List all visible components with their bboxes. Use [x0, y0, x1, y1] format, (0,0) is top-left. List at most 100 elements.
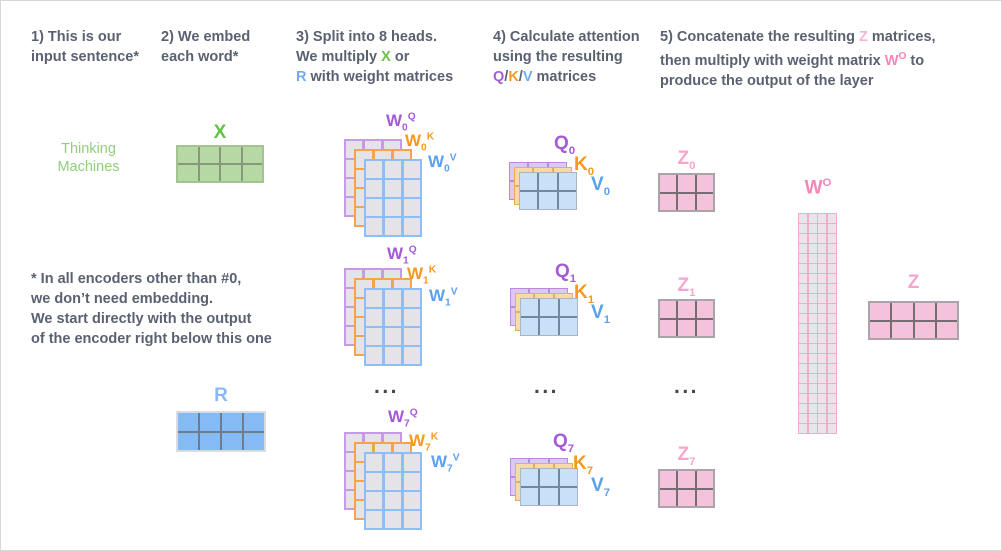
w7v-matrix: [364, 452, 422, 530]
matrix-cell: [827, 404, 836, 413]
matrix-cell: [914, 303, 935, 320]
matrix-cell: [827, 334, 836, 343]
matrix-cell: [678, 193, 695, 210]
matrix-cell: [799, 264, 808, 273]
matrix-cell: [521, 487, 539, 505]
matrix-cell: [384, 180, 402, 197]
matrix-cell: [403, 492, 420, 509]
step-colored-term: O: [898, 51, 907, 62]
matrix-cell: [799, 304, 808, 313]
matrix-cell: [818, 424, 827, 433]
matrix-cell: [818, 344, 827, 353]
matrix-cell: [660, 471, 677, 488]
matrix-cell: [808, 264, 817, 273]
matrix-cell: [818, 274, 827, 283]
matrix-cell: [696, 471, 713, 488]
matrix-cell: [558, 173, 576, 191]
matrix-cell: [678, 175, 695, 192]
matrix-cell: [799, 344, 808, 353]
matrix-cell: [818, 374, 827, 383]
matrix-cell: [799, 314, 808, 323]
v0-label: V0: [591, 174, 611, 198]
matrix-cell: [827, 424, 836, 433]
step-text-segment: 1) This is our: [31, 29, 122, 45]
matrix-cell: [808, 374, 817, 383]
matrix-cell: [892, 303, 913, 320]
matrix-cell: [808, 424, 817, 433]
matrix-cell: [808, 254, 817, 263]
matrix-cell: [808, 244, 817, 253]
z1-label: Z1: [677, 275, 696, 299]
w7q-label: W7Q: [388, 407, 418, 430]
matrix-cell: [799, 404, 808, 413]
matrix-cell: [384, 161, 402, 178]
matrix-cell: [818, 384, 827, 393]
matrix-cell: [936, 321, 957, 338]
matrix-cell: [818, 214, 827, 223]
matrix-cell: [559, 469, 577, 487]
step-colored-term: W: [884, 52, 899, 69]
matrix-cell: [384, 328, 402, 345]
matrix-cell: [403, 290, 420, 307]
step-colored-term: V: [522, 69, 533, 85]
ellipsis-qkv-column: ...: [534, 375, 560, 398]
matrix-cell: [540, 299, 558, 317]
matrix-cell: [799, 214, 808, 223]
matrix-cell: [559, 317, 577, 335]
matrix-cell: [818, 324, 827, 333]
k1-label: K1: [574, 282, 595, 306]
matrix-cell: [222, 432, 242, 450]
w1v-label: W1V: [429, 286, 458, 309]
matrix-cell: [366, 218, 383, 235]
matrix-cell: [818, 234, 827, 243]
matrix-cell: [827, 224, 836, 233]
z7-matrix: [658, 469, 715, 508]
matrix-cell: [827, 314, 836, 323]
matrix-cell: [827, 364, 836, 373]
matrix-cell: [520, 173, 538, 191]
matrix-cell: [403, 454, 420, 471]
matrix-cell: [799, 324, 808, 333]
matrix-cell: [818, 304, 827, 313]
matrix-cell: [799, 224, 808, 233]
matrix-cell: [559, 487, 577, 505]
step-text-segment: then multiply with weight matrix: [660, 52, 885, 69]
step-colored-term: X: [381, 49, 391, 65]
matrix-cell: [808, 304, 817, 313]
matrix-cell: [818, 224, 827, 233]
step-text-segment: 4) Calculate attention: [493, 29, 640, 45]
w0v-label: W0V: [428, 152, 457, 175]
matrix-cell: [660, 175, 677, 192]
matrix-cell: [696, 319, 713, 336]
matrix-cell: [808, 334, 817, 343]
matrix-cell: [808, 214, 817, 223]
matrix-cell: [696, 175, 713, 192]
matrix-cell: [808, 404, 817, 413]
step-2-text: 2) We embed each word*: [161, 27, 250, 67]
r-matrix-label: R: [214, 385, 228, 406]
matrix-cell: [403, 309, 420, 326]
matrix-cell: [818, 314, 827, 323]
matrix-cell: [827, 354, 836, 363]
matrix-cell: [403, 218, 420, 235]
matrix-cell: [808, 284, 817, 293]
step-4-text: 4) Calculate attention using the resultin…: [493, 27, 640, 87]
step-text-segment: each word*: [161, 49, 239, 65]
matrix-cell: [818, 264, 827, 273]
step-colored-term: Q: [493, 69, 505, 85]
matrix-cell: [808, 354, 817, 363]
matrix-cell: [818, 394, 827, 403]
matrix-cell: [870, 303, 891, 320]
matrix-cell: [558, 191, 576, 209]
matrix-cell: [366, 492, 383, 509]
matrix-cell: [799, 364, 808, 373]
matrix-cell: [540, 487, 558, 505]
matrix-cell: [178, 413, 198, 431]
matrix-cell: [808, 384, 817, 393]
matrix-cell: [696, 193, 713, 210]
matrix-cell: [799, 414, 808, 423]
matrix-cell: [540, 469, 558, 487]
w0v-matrix: [364, 159, 422, 237]
step-text-segment: produce the output of the layer: [660, 72, 874, 89]
footnote-line-3: We start directly with the output: [31, 311, 252, 327]
